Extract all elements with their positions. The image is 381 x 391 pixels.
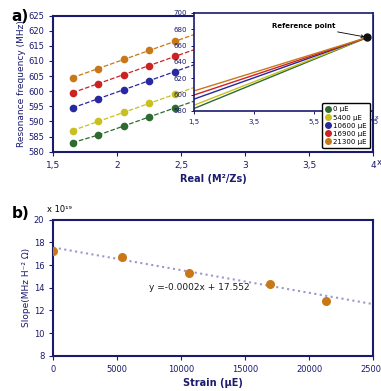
Text: y =-0.0002x + 17.552: y =-0.0002x + 17.552 <box>149 283 250 292</box>
X-axis label: Strain (μE): Strain (μE) <box>183 378 243 388</box>
Text: x 10¹⁹: x 10¹⁹ <box>47 204 72 213</box>
Text: a): a) <box>12 9 29 24</box>
Legend: 0 μE, 5400 μE, 10600 μE, 16900 μE, 21300 μE: 0 μE, 5400 μE, 10600 μE, 16900 μE, 21300… <box>322 103 370 148</box>
Y-axis label: Slope(MHz H⁻² Ω): Slope(MHz H⁻² Ω) <box>22 248 31 327</box>
Y-axis label: Resonance frequency (MHz): Resonance frequency (MHz) <box>17 20 26 147</box>
Text: x 10⁻¹⁹: x 10⁻¹⁹ <box>376 158 381 167</box>
Text: b): b) <box>12 206 29 221</box>
X-axis label: Real (M²/Zs): Real (M²/Zs) <box>180 174 247 184</box>
